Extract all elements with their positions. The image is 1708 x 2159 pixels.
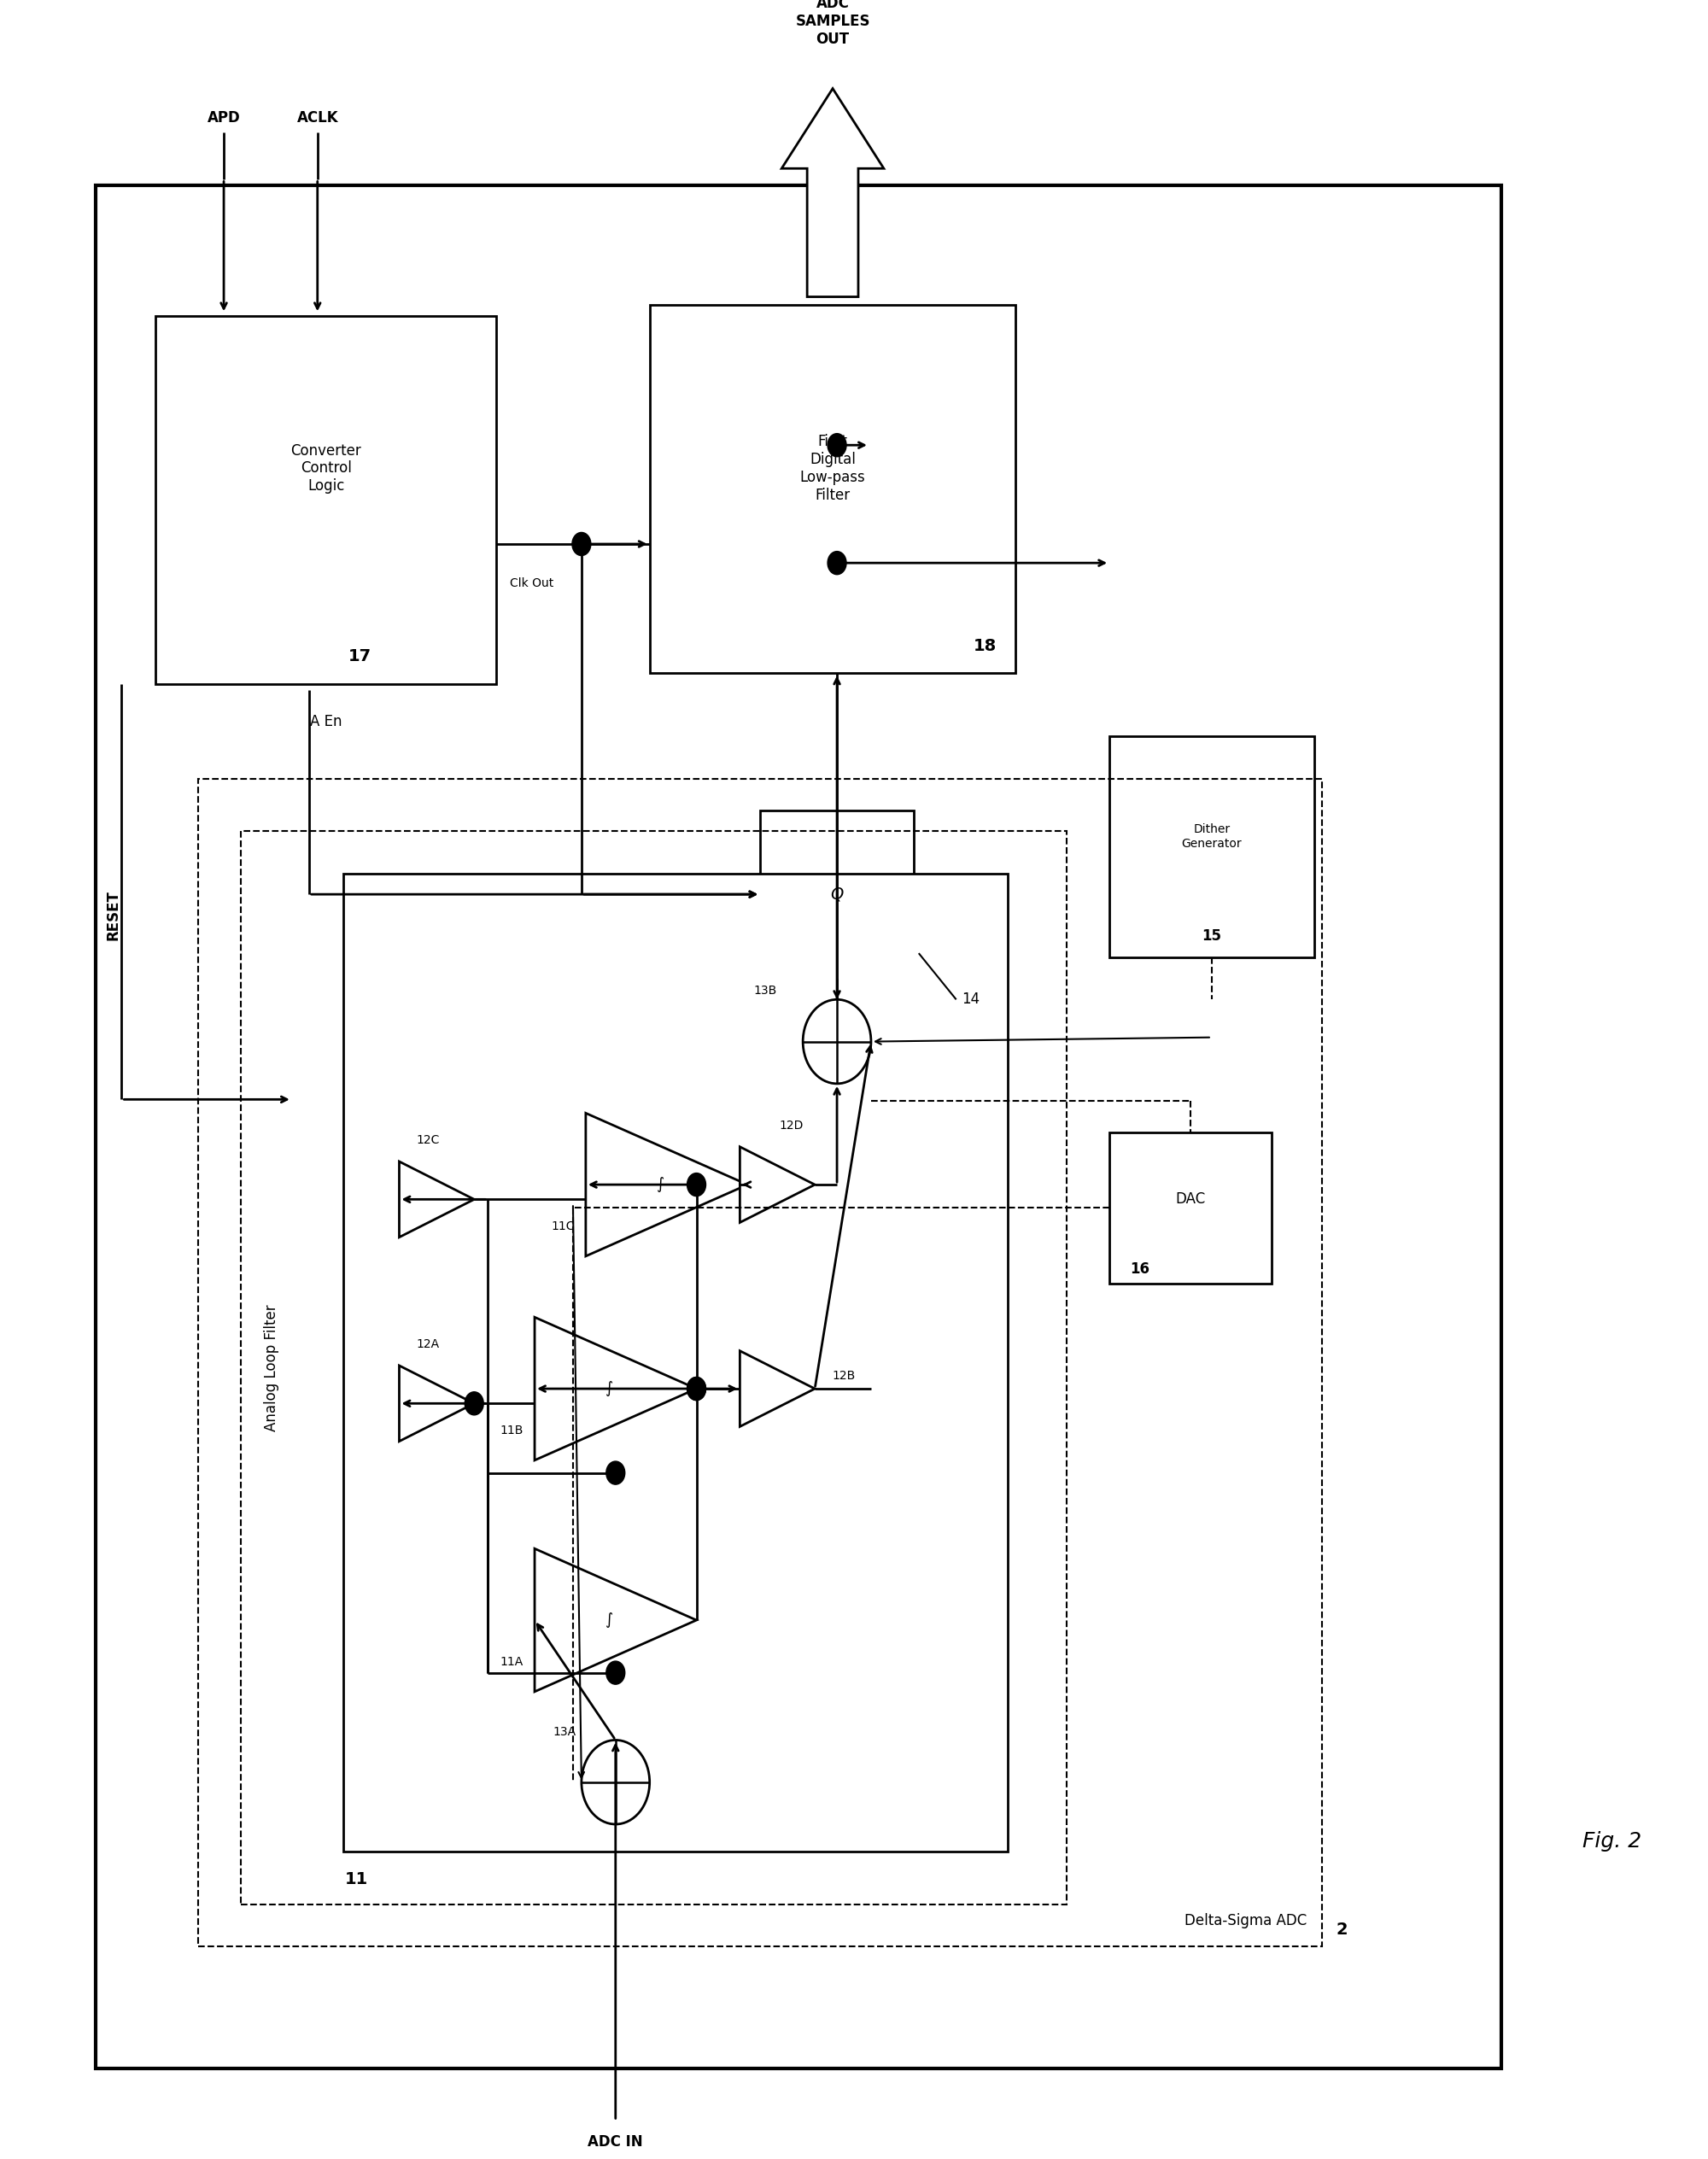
Text: 17: 17 [348,648,372,665]
Text: 13B: 13B [753,985,777,997]
Polygon shape [782,89,883,296]
Bar [155,315,497,684]
Text: $\int$: $\int$ [605,1611,613,1630]
Text: Fig. 2: Fig. 2 [1582,1831,1641,1850]
Polygon shape [400,1367,475,1442]
Circle shape [687,1172,705,1196]
Text: $\int$: $\int$ [605,1380,613,1399]
Circle shape [687,1377,705,1401]
Polygon shape [740,1146,815,1222]
Polygon shape [535,1548,697,1693]
Text: 11A: 11A [500,1656,523,1669]
Text: $\int$: $\int$ [656,1174,664,1194]
Polygon shape [740,1352,815,1427]
Text: Q: Q [830,885,844,902]
Circle shape [572,533,591,555]
Text: A En: A En [309,715,342,730]
Text: 11B: 11B [500,1425,523,1436]
Text: 12A: 12A [417,1339,439,1352]
Bar [1110,736,1313,956]
Text: Dither
Generator: Dither Generator [1182,823,1242,848]
Text: 2: 2 [1336,1922,1348,1937]
Text: APD: APD [207,110,241,125]
Bar [760,810,914,978]
Circle shape [606,1660,625,1684]
Text: 15: 15 [1202,928,1221,943]
Circle shape [606,1462,625,1485]
Bar [241,831,1068,1904]
Text: 12B: 12B [832,1371,856,1382]
Text: Delta-Sigma ADC: Delta-Sigma ADC [1185,1913,1307,1928]
Text: DAC: DAC [1175,1192,1206,1207]
Text: 12C: 12C [417,1133,441,1146]
Circle shape [581,1740,649,1824]
Text: Clk Out: Clk Out [511,579,553,589]
Circle shape [465,1393,483,1414]
Polygon shape [586,1114,748,1257]
Text: 13A: 13A [553,1725,576,1738]
Text: First
Digital
Low-pass
Filter: First Digital Low-pass Filter [799,434,866,503]
Text: Analog Loop Filter: Analog Loop Filter [263,1304,278,1431]
Polygon shape [400,1162,475,1237]
Bar [343,872,1008,1852]
Text: 11: 11 [345,1872,369,1887]
Bar [1110,1131,1271,1282]
Text: 12D: 12D [779,1121,803,1131]
Text: 16: 16 [1131,1261,1149,1276]
Text: ACLK: ACLK [297,110,338,125]
Text: Converter
Control
Logic: Converter Control Logic [290,443,362,494]
Text: 18: 18 [974,637,997,654]
Polygon shape [535,1317,697,1459]
Text: 14: 14 [962,991,979,1008]
Text: ADC IN: ADC IN [588,2135,644,2150]
Text: ADC
SAMPLES
OUT: ADC SAMPLES OUT [796,0,869,47]
Circle shape [828,551,847,574]
Circle shape [803,1000,871,1084]
Bar [198,779,1322,1945]
Circle shape [687,1377,705,1401]
Text: RESET: RESET [106,890,121,941]
Circle shape [828,434,847,458]
Text: 11C: 11C [550,1220,574,1233]
Bar [96,186,1501,2068]
Bar [649,304,1016,674]
